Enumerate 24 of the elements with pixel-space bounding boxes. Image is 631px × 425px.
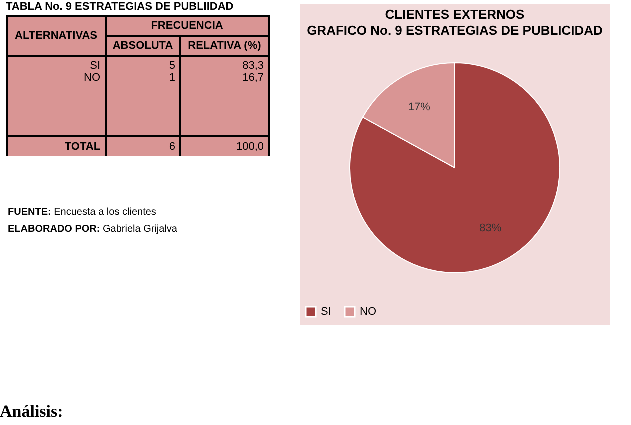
text: 16,7 (242, 72, 264, 84)
text: 100,0 (180, 136, 269, 156)
text: ABSOLUTA (106, 36, 180, 56)
text: NO (84, 72, 101, 84)
text: ALTERNATIVAS (7, 16, 106, 56)
source-note: FUENTE: Encuesta a los clientes (8, 206, 158, 220)
text: SI (90, 60, 101, 72)
legend-label: NO (360, 306, 377, 318)
text: 1 (169, 72, 176, 84)
text: 6 (106, 136, 180, 156)
legend-label: SI (321, 306, 332, 318)
data-label: 17% (408, 102, 431, 114)
text: FRECUENCIA (106, 16, 269, 36)
chart-subtitle: GRAFICO No. 9 ESTRATEGIAS DE PUBLICIDAD (307, 23, 603, 38)
chart-title: CLIENTES EXTERNOS (385, 7, 526, 22)
pie-slice (350, 62, 560, 274)
text: ELABORADO POR: Gabriela Grijalva (8, 223, 178, 237)
data-label: 83% (480, 222, 502, 234)
text: RELATIVA (%) (180, 36, 269, 56)
text: Análisis: (0, 402, 64, 422)
text: TOTAL (7, 136, 106, 156)
text: TABLA No. 9 ESTRATEGIAS DE PUBLIIDAD (6, 1, 234, 14)
text: 5 (169, 60, 176, 72)
text: 83,3 (242, 60, 264, 72)
